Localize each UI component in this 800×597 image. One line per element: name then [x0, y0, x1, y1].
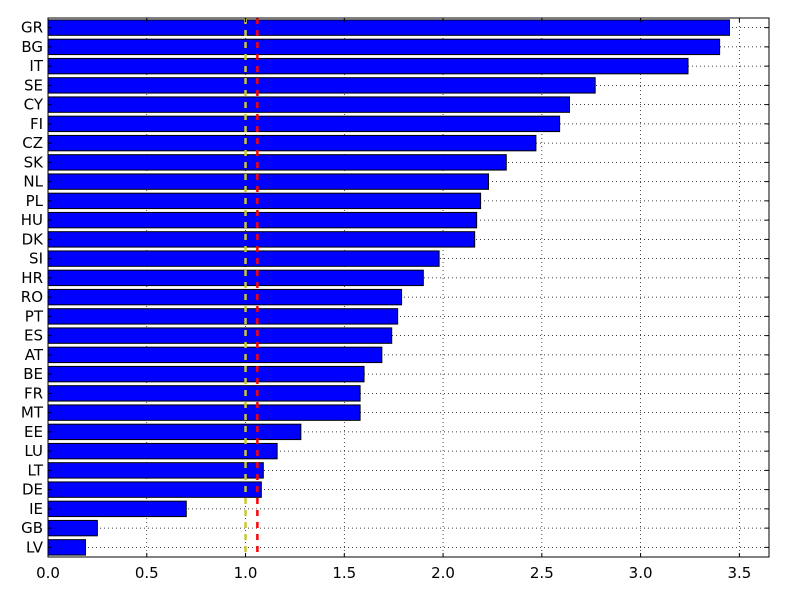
y-tick-label-ro: RO [21, 288, 43, 306]
bar-nl [47, 173, 490, 190]
bar-fi [47, 115, 561, 133]
x-tick-label-0: 0.0 [36, 564, 60, 582]
bar-ro [47, 288, 403, 306]
bar-de [47, 481, 262, 498]
y-tick-label-si: SI [29, 250, 43, 268]
y-tick-label-lt: LT [28, 461, 44, 479]
bar-it [47, 57, 689, 75]
y-tick-label-lv: LV [26, 538, 44, 556]
y-tick-label-pt: PT [25, 307, 44, 325]
y-tick-label-bg: BG [21, 38, 43, 56]
bar-gr [47, 19, 730, 36]
bar-hr [47, 269, 424, 287]
x-tick-label-3: 1.5 [332, 564, 356, 582]
bar-mt [47, 404, 361, 421]
y-tick-label-es: ES [24, 327, 43, 345]
y-tick-label-ie: IE [29, 500, 43, 518]
bar-es [47, 327, 393, 344]
bar-dk [47, 231, 476, 248]
y-tick-label-cz: CZ [22, 134, 43, 152]
x-tick-label-2: 1.0 [234, 564, 258, 582]
bar-fr [47, 385, 361, 402]
y-tick-label-gb: GB [21, 519, 43, 537]
y-tick-label-hr: HR [21, 269, 43, 287]
y-tick-label-nl: NL [23, 173, 43, 191]
y-tick-label-hu: HU [21, 211, 43, 229]
bar-at [47, 346, 383, 364]
x-tick-labels: 0.0 0.5 1.0 1.5 2.0 2.5 3.0 3.5 [36, 564, 751, 582]
bar-si [47, 250, 440, 267]
x-tick-label-7: 3.5 [727, 564, 751, 582]
y-tick-label-ee: EE [24, 423, 43, 441]
y-tick-label-sk: SK [24, 153, 45, 171]
bar-lu [47, 442, 278, 460]
y-tick-label-pl: PL [26, 192, 44, 210]
y-tick-label-gr: GR [21, 19, 43, 37]
tick-marks [47, 18, 769, 557]
y-tick-label-cy: CY [24, 96, 44, 114]
bar-hu [47, 211, 478, 229]
y-tick-label-mt: MT [21, 404, 44, 422]
x-tick-label-6: 3.0 [629, 564, 653, 582]
bar-lt [47, 462, 264, 479]
bar-se [47, 77, 596, 94]
x-tick-label-1: 0.5 [135, 564, 159, 582]
y-tick-label-at: AT [25, 346, 44, 364]
bar-cz [47, 134, 537, 152]
y-tick-label-lu: LU [24, 442, 43, 460]
bar-sk [47, 154, 507, 171]
plot-frame [47, 17, 770, 558]
bars [47, 19, 730, 556]
y-tick-label-dk: DK [22, 230, 45, 248]
x-tick-label-4: 2.0 [431, 564, 455, 582]
y-tick-label-fr: FR [24, 384, 43, 402]
bar-cy [47, 96, 570, 113]
y-tick-label-it: IT [29, 57, 43, 75]
bar-gb [47, 519, 98, 537]
bar-bg [47, 38, 721, 56]
bar-be [47, 365, 365, 383]
y-tick-label-fi: FI [30, 115, 43, 133]
x-tick-label-5: 2.5 [530, 564, 554, 582]
bar-pt [47, 308, 399, 325]
reference-lines [244, 18, 259, 557]
bar-lv [47, 539, 87, 556]
bar-ee [47, 423, 302, 441]
y-tick-label-be: BE [23, 365, 43, 383]
bar-pl [47, 192, 482, 210]
bar-ie [47, 500, 187, 518]
y-tick-label-se: SE [24, 76, 43, 94]
y-tick-label-de: DE [22, 481, 43, 499]
